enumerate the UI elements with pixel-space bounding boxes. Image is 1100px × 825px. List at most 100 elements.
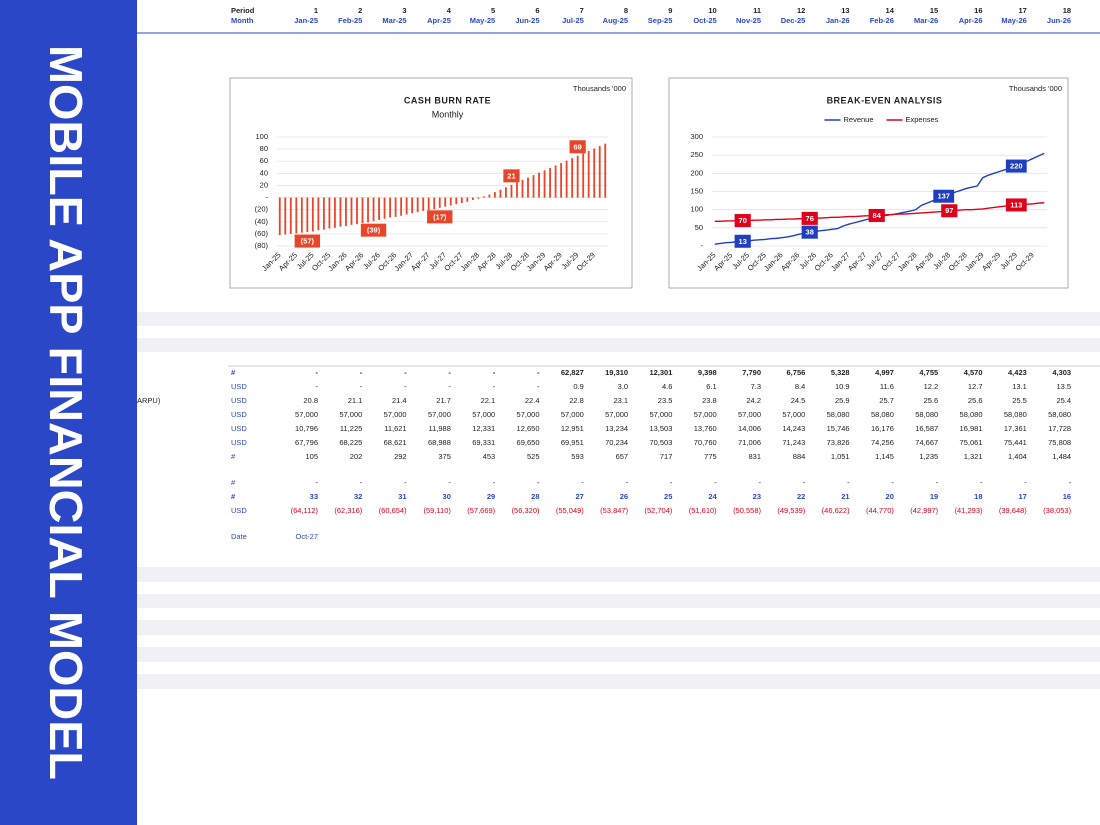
bar bbox=[378, 197, 380, 220]
cell: 58,080 bbox=[871, 410, 894, 419]
bar bbox=[455, 197, 458, 205]
bar bbox=[549, 167, 551, 198]
cell: 12,301 bbox=[649, 368, 672, 377]
month-label: Oct-25 bbox=[693, 16, 716, 25]
bar bbox=[422, 197, 425, 211]
cell: (39,648) bbox=[999, 506, 1027, 515]
bar bbox=[587, 150, 590, 198]
y-tick-label: (20) bbox=[255, 205, 269, 214]
bar bbox=[460, 197, 463, 204]
cell: (42,997) bbox=[910, 506, 938, 515]
cell: 1,235 bbox=[919, 452, 938, 461]
chart-frame bbox=[668, 77, 1069, 289]
cell: 10.9 bbox=[835, 382, 850, 391]
cell: (56,320) bbox=[512, 506, 540, 515]
cell: 7.3 bbox=[751, 382, 761, 391]
cell: 105 bbox=[305, 452, 318, 461]
cell: 9,398 bbox=[698, 368, 717, 377]
cell: 1,484 bbox=[1052, 452, 1071, 461]
cell: 12,951 bbox=[561, 424, 584, 433]
month-label: Jan-26 bbox=[826, 16, 850, 25]
cell: 11,621 bbox=[384, 424, 406, 433]
cell: 21 bbox=[841, 492, 849, 501]
bar bbox=[521, 179, 524, 198]
row-unit: # bbox=[231, 478, 236, 487]
sidebar-title: MOBILE APP FINANCIAL MODEL bbox=[40, 45, 92, 780]
bar bbox=[278, 197, 281, 236]
period-number: 11 bbox=[753, 6, 761, 15]
cell: 23.1 bbox=[613, 396, 628, 405]
cell: (64,112) bbox=[291, 506, 319, 515]
bar bbox=[350, 197, 353, 225]
bar bbox=[284, 197, 287, 235]
cell: 11,988 bbox=[429, 424, 451, 433]
cell: 3.0 bbox=[618, 382, 628, 391]
cell: 22 bbox=[797, 492, 805, 501]
cell: 22.4 bbox=[525, 396, 540, 405]
chart-annotation: Thousands '000 bbox=[573, 84, 626, 93]
period-number: 16 bbox=[974, 6, 982, 15]
empty-row-stripes bbox=[137, 312, 1100, 689]
cell: 24.5 bbox=[791, 396, 806, 405]
data-label: 21 bbox=[507, 171, 515, 180]
legend-label: Revenue bbox=[844, 115, 874, 124]
cell: 57,000 bbox=[782, 410, 805, 419]
cell: 69,951 bbox=[561, 438, 584, 447]
cell: 717 bbox=[660, 452, 673, 461]
bar bbox=[543, 170, 546, 198]
period-number: 3 bbox=[402, 6, 406, 15]
data-label-box bbox=[503, 169, 520, 183]
cell: - bbox=[936, 478, 939, 487]
cell: (44,770) bbox=[866, 506, 894, 515]
bar bbox=[604, 143, 607, 198]
stripe bbox=[137, 594, 1100, 608]
cell: 19,310 bbox=[605, 368, 628, 377]
data-label: 137 bbox=[937, 192, 950, 201]
cell: 57,000 bbox=[738, 410, 761, 419]
row-unit: USD bbox=[231, 410, 247, 419]
cell: 23 bbox=[753, 492, 761, 501]
cell: (62,316) bbox=[334, 506, 362, 515]
period-number: 7 bbox=[580, 6, 584, 15]
cell: 58,080 bbox=[915, 410, 938, 419]
row-unit: # bbox=[231, 492, 236, 501]
bar bbox=[538, 172, 540, 198]
cell: 13.1 bbox=[1012, 382, 1027, 391]
cell: 292 bbox=[394, 452, 407, 461]
cell: 20 bbox=[886, 492, 894, 501]
cell: 22.1 bbox=[481, 396, 496, 405]
bar bbox=[488, 194, 491, 198]
cell: - bbox=[493, 382, 496, 391]
bar bbox=[494, 192, 496, 198]
month-label: Jul-25 bbox=[562, 16, 584, 25]
month-label: Dec-25 bbox=[781, 16, 806, 25]
cell: 26 bbox=[620, 492, 628, 501]
data-label: (17) bbox=[433, 212, 447, 221]
month-label: Mar-26 bbox=[914, 16, 938, 25]
cell: 29 bbox=[487, 492, 495, 501]
period-number: 14 bbox=[886, 6, 895, 15]
cell: 57,000 bbox=[517, 410, 540, 419]
cell: 12.2 bbox=[924, 382, 939, 391]
cell: 11,225 bbox=[340, 424, 362, 433]
bar bbox=[565, 160, 568, 198]
bar bbox=[427, 197, 430, 211]
cell: - bbox=[581, 478, 584, 487]
cell: 74,256 bbox=[871, 438, 894, 447]
data-label: 220 bbox=[1010, 162, 1023, 171]
bar bbox=[471, 197, 474, 200]
bar bbox=[372, 197, 375, 222]
cell: (51,610) bbox=[689, 506, 717, 515]
bar bbox=[416, 197, 419, 213]
bar bbox=[306, 197, 309, 233]
cell: 1,051 bbox=[831, 452, 850, 461]
cell: 58,080 bbox=[1048, 410, 1071, 419]
row-label: ARPU) bbox=[137, 396, 161, 405]
bar bbox=[405, 197, 408, 215]
data-label: 70 bbox=[739, 216, 747, 225]
cell: 21.7 bbox=[436, 396, 451, 405]
y-tick-label: 200 bbox=[690, 168, 703, 177]
y-tick-label: 250 bbox=[690, 150, 703, 159]
cell: 57,000 bbox=[472, 410, 495, 419]
